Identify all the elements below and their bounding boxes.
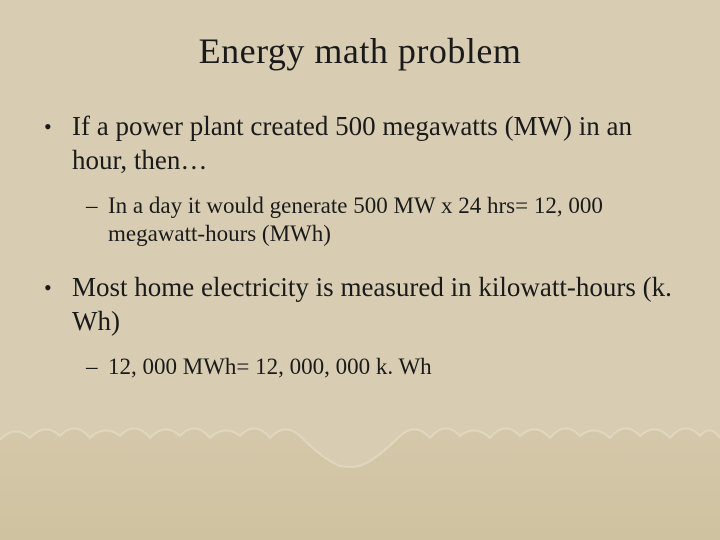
bullet-text: Most home electricity is measured in kil… [72,271,680,339]
slide-title: Energy math problem [40,30,680,72]
bullet-marker: – [86,353,108,382]
bullet-marker: – [86,192,108,250]
bullet-sub-1: – 12, 000 MWh= 12, 000, 000 k. Wh [86,353,680,382]
slide-content: • If a power plant created 500 megawatts… [40,110,680,381]
bullet-main-1: • Most home electricity is measured in k… [44,271,680,339]
slide-container: Energy math problem • If a power plant c… [0,0,720,540]
bullet-marker: • [44,110,72,178]
bullet-text: 12, 000 MWh= 12, 000, 000 k. Wh [108,353,680,382]
torn-paper-decoration [0,420,720,540]
bullet-text: If a power plant created 500 megawatts (… [72,110,680,178]
bullet-text: In a day it would generate 500 MW x 24 h… [108,192,680,250]
bullet-marker: • [44,271,72,339]
bullet-sub-0: – In a day it would generate 500 MW x 24… [86,192,680,250]
bullet-main-0: • If a power plant created 500 megawatts… [44,110,680,178]
